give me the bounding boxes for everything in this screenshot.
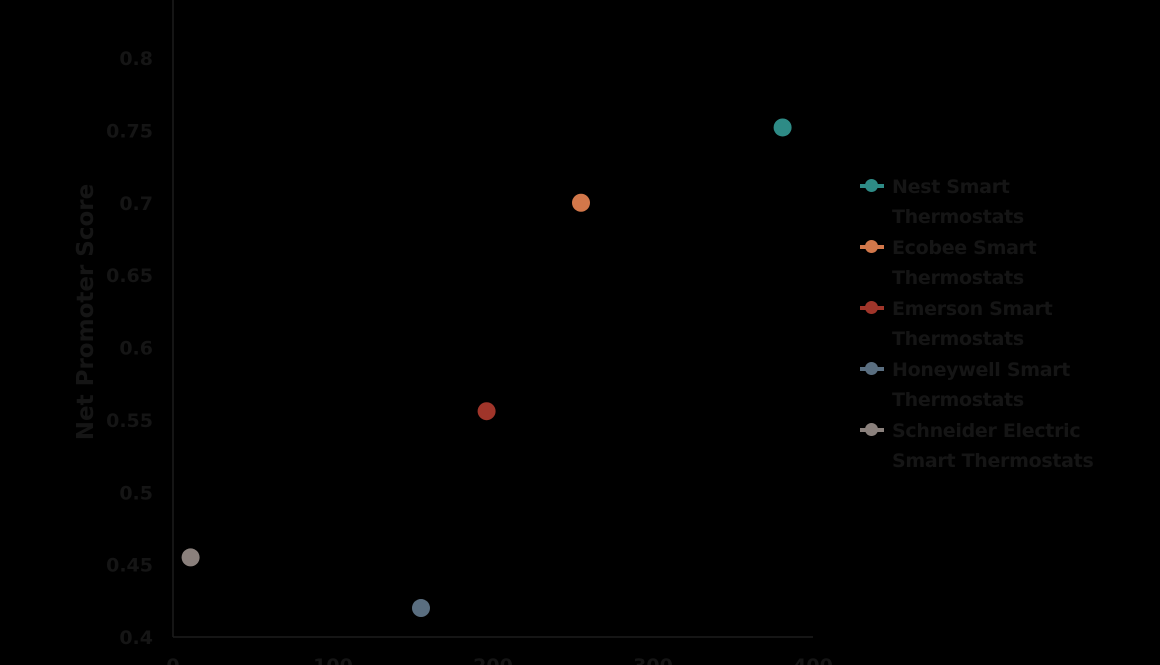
legend-label: Nest Smart [892,176,1010,198]
data-point[interactable] [477,402,496,421]
legend-item-nest[interactable]: Nest Smart Thermostats [860,172,1120,232]
legend-label: Thermostats [892,206,1024,228]
legend-label: Thermostats [892,389,1024,411]
legend-label: Smart Thermostats [892,450,1094,472]
legend-item-schneider[interactable]: Schneider Electric Smart Thermostats [860,416,1120,476]
legend-label: Thermostats [892,267,1024,289]
legend-label: Schneider Electric [892,420,1081,442]
x-tick-label: 400 [793,655,833,665]
x-axis-ticks: 0 100 200 300 400 [166,655,832,665]
legend-label: Thermostats [892,328,1024,350]
circle-marker-icon [860,179,884,192]
data-points [181,118,792,618]
y-tick-label: 0.65 [106,265,153,287]
data-point[interactable] [572,193,590,212]
legend-item-emerson[interactable]: Emerson Smart Thermostats [860,294,1120,354]
y-tick-label: 0.7 [119,193,153,215]
circle-marker-icon [860,301,884,314]
x-tick-label: 100 [313,655,353,665]
y-axis-ticks: 0.8 0.75 0.7 0.65 0.6 0.55 0.5 0.45 0.4 [106,48,153,649]
x-tick-label: 200 [473,655,513,665]
y-tick-label: 0.75 [106,120,153,142]
y-tick-label: 0.55 [106,410,153,432]
legend-label: Honeywell Smart [892,359,1071,381]
legend-item-honeywell[interactable]: Honeywell Smart Thermostats [860,355,1120,415]
circle-marker-icon [860,240,884,253]
y-tick-label: 0.45 [106,555,153,577]
legend: Nest Smart Thermostats Ecobee Smart Thermo… [860,172,1120,477]
data-point[interactable] [773,118,792,137]
y-tick-label: 0.8 [119,48,153,70]
data-point[interactable] [412,599,430,618]
legend-label: Ecobee Smart [892,237,1037,259]
y-tick-label: 0.4 [119,627,153,649]
y-axis-title: Net Promoter Score [73,184,99,441]
x-tick-label: 0 [166,655,179,665]
x-tick-label: 300 [633,655,673,665]
circle-marker-icon [860,423,884,436]
legend-label: Emerson Smart [892,298,1053,320]
data-point[interactable] [181,548,200,567]
circle-marker-icon [860,362,884,375]
y-tick-label: 0.6 [119,338,153,360]
legend-item-ecobee[interactable]: Ecobee Smart Thermostats [860,233,1120,293]
y-tick-label: 0.5 [119,482,153,504]
